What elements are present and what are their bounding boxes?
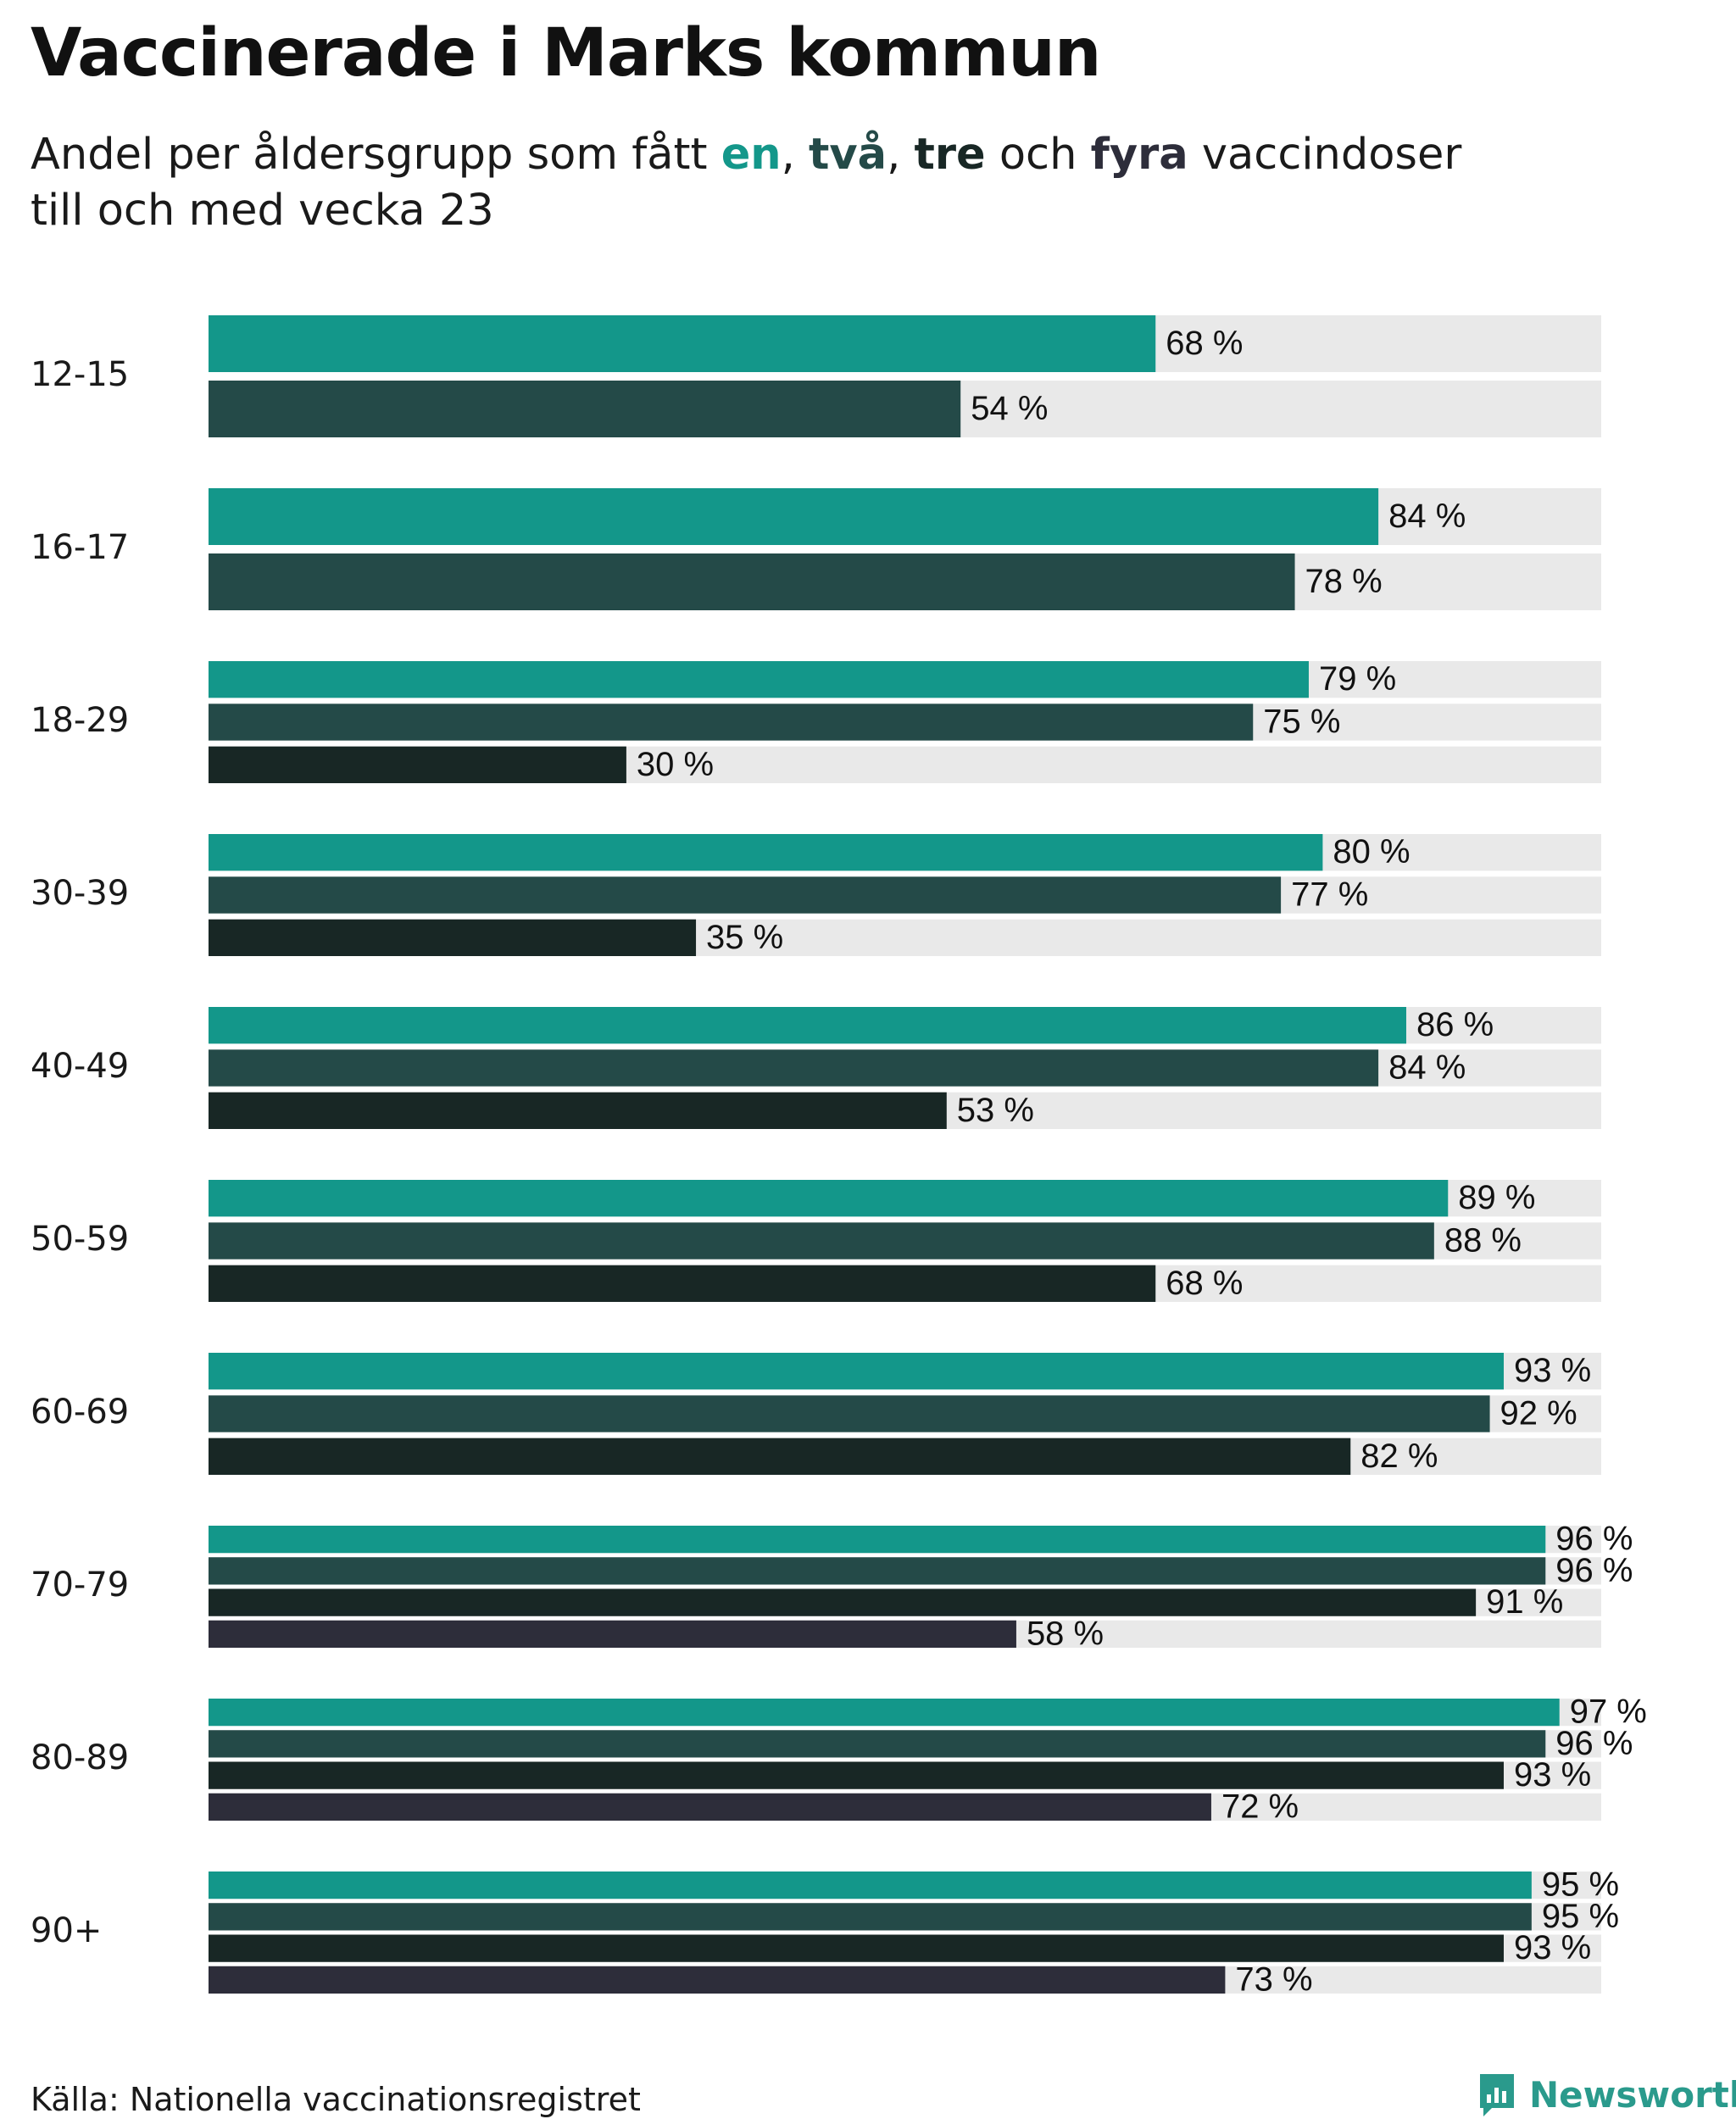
legend-dose-four: fyra	[1090, 130, 1188, 180]
data-label: 30 %	[637, 746, 714, 783]
data-label: 68 %	[1166, 325, 1243, 362]
subtitle-text: Andel per åldersgrupp som fått	[31, 130, 721, 180]
data-label: 96 %	[1555, 1521, 1633, 1558]
bar-dose-three	[209, 1438, 1351, 1475]
bar-dose-one	[209, 488, 1379, 545]
data-label: 95 %	[1542, 1898, 1619, 1935]
group-label: 90+	[31, 1911, 102, 1950]
bar-dose-two	[209, 1730, 1546, 1758]
group-label: 70-79	[31, 1566, 129, 1605]
bar-dose-two	[209, 876, 1282, 914]
subtitle-line-2: till och med vecka 23	[31, 186, 494, 236]
data-label: 82 %	[1360, 1438, 1438, 1475]
data-label: 93 %	[1514, 1352, 1591, 1389]
bar-dose-three	[209, 1092, 947, 1129]
bar-dose-one	[209, 1180, 1449, 1217]
data-label: 86 %	[1416, 1006, 1494, 1043]
bar-dose-four	[209, 1793, 1211, 1821]
data-label: 96 %	[1555, 1725, 1633, 1762]
bar-dose-two	[209, 704, 1254, 741]
legend-dose-two: två	[809, 130, 887, 180]
bar-dose-two	[209, 1557, 1546, 1585]
subtitle-text: vaccindoser	[1188, 130, 1462, 180]
chart-title: Vaccinerade i Marks kommun	[31, 15, 1101, 92]
data-label: 54 %	[971, 390, 1048, 427]
bar-dose-one	[209, 1526, 1546, 1554]
group-label: 16-17	[31, 528, 129, 567]
group-label: 50-59	[31, 1220, 129, 1259]
bar-dose-four	[209, 1620, 1016, 1648]
subtitle-line-1: Andel per åldersgrupp som fått en, två, …	[31, 127, 1641, 183]
bar-dose-one	[209, 1007, 1406, 1044]
data-label: 75 %	[1263, 704, 1340, 741]
bar-dose-two	[209, 1903, 1532, 1931]
bar-dose-two	[209, 1222, 1434, 1260]
group-label: 18-29	[31, 701, 129, 740]
data-label: 78 %	[1305, 563, 1383, 600]
data-label: 88 %	[1444, 1222, 1522, 1260]
data-label: 93 %	[1514, 1756, 1591, 1794]
data-label: 84 %	[1388, 1049, 1466, 1087]
data-label: 84 %	[1388, 498, 1466, 535]
data-label: 53 %	[957, 1092, 1034, 1129]
data-label: 97 %	[1570, 1694, 1647, 1731]
bar-dose-two	[209, 1395, 1490, 1432]
data-label: 58 %	[1027, 1615, 1104, 1652]
group-label: 30-39	[31, 874, 129, 913]
data-label: 77 %	[1291, 876, 1368, 914]
bar-dose-four	[209, 1966, 1226, 1994]
bar-dose-one	[209, 834, 1323, 871]
bar-dose-two	[209, 1049, 1379, 1087]
data-label: 68 %	[1166, 1265, 1243, 1302]
data-label: 79 %	[1319, 660, 1396, 698]
bar-dose-three	[209, 1588, 1477, 1616]
source-note: Källa: Nationella vaccinationsregistret	[31, 2081, 641, 2118]
subtitle-text: ,	[781, 130, 810, 180]
bar-dose-one	[209, 315, 1156, 372]
data-label: 73 %	[1235, 1960, 1312, 1998]
group-label: 40-49	[31, 1047, 129, 1086]
data-label: 92 %	[1500, 1395, 1577, 1432]
data-label: 95 %	[1542, 1866, 1619, 1904]
data-label: 80 %	[1333, 833, 1410, 870]
group-label: 12-15	[31, 355, 129, 394]
bar-dose-one	[209, 1872, 1532, 1899]
subtitle-text: ,	[887, 130, 915, 180]
group-label: 60-69	[31, 1393, 129, 1432]
data-label: 35 %	[706, 919, 783, 956]
newsworthy-logo-icon	[1480, 2074, 1514, 2116]
legend-dose-one: en	[721, 130, 782, 180]
chart-subtitle: Andel per åldersgrupp som fått en, två, …	[31, 127, 1641, 239]
data-label: 89 %	[1458, 1179, 1535, 1216]
bar-dose-two	[209, 381, 961, 437]
bar-dose-two	[209, 553, 1295, 610]
bar-dose-one	[209, 1353, 1504, 1390]
data-label: 72 %	[1221, 1788, 1299, 1825]
bar-dose-three	[209, 746, 626, 783]
bar-dose-one	[209, 661, 1309, 698]
data-label: 93 %	[1514, 1929, 1591, 1966]
bar-dose-three	[209, 919, 697, 956]
data-label: 91 %	[1486, 1583, 1563, 1621]
bar-dose-three	[209, 1934, 1504, 1962]
group-label: 80-89	[31, 1738, 129, 1777]
brand-logo: Newsworthy	[1477, 2070, 1736, 2119]
bar-dose-three	[209, 1761, 1504, 1789]
data-label: 96 %	[1555, 1552, 1633, 1589]
bar-dose-one	[209, 1699, 1560, 1727]
brand-name: Newsworthy	[1529, 2073, 1736, 2116]
legend-dose-three: tre	[914, 130, 986, 180]
subtitle-text: och	[985, 130, 1091, 180]
bar-dose-three	[209, 1265, 1156, 1302]
